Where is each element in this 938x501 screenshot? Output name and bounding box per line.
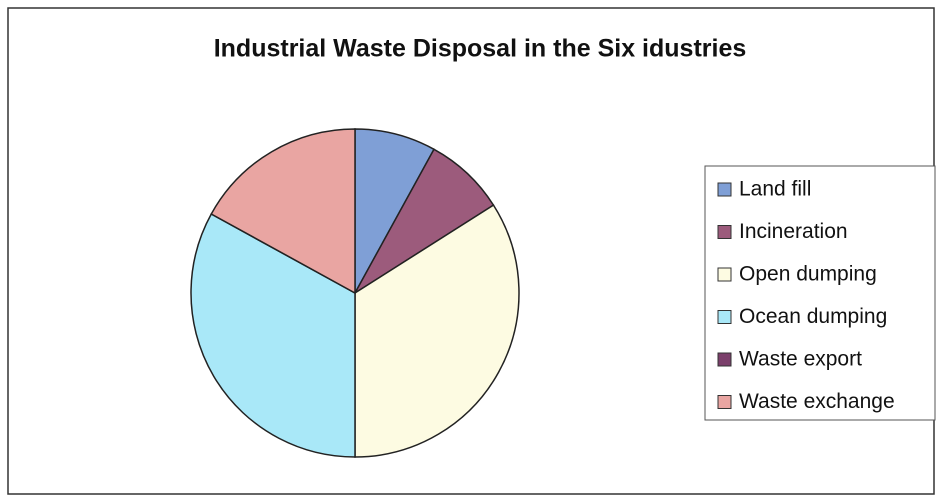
legend-label: Waste exchange: [739, 390, 895, 413]
legend-swatch: [717, 352, 732, 367]
legend-label: Land fill: [739, 178, 811, 201]
pie-slice: [354, 204, 520, 458]
legend-swatch: [717, 310, 732, 324]
pie-slice: [210, 128, 356, 295]
legend-label: Open dumping: [739, 263, 877, 286]
legend-label: Ocean dumping: [739, 305, 887, 328]
pie-slice: [190, 212, 356, 458]
legend-swatch: [717, 182, 732, 197]
chart-title: Industrial Waste Disposal in the Six idu…: [214, 35, 747, 63]
legend-swatch: [717, 395, 732, 409]
legend-swatch: [717, 267, 732, 282]
legend-label: Incineration: [739, 220, 848, 243]
legend-box: [704, 165, 936, 421]
legend-label: Waste export: [739, 348, 862, 371]
legend-swatch: [717, 225, 732, 239]
